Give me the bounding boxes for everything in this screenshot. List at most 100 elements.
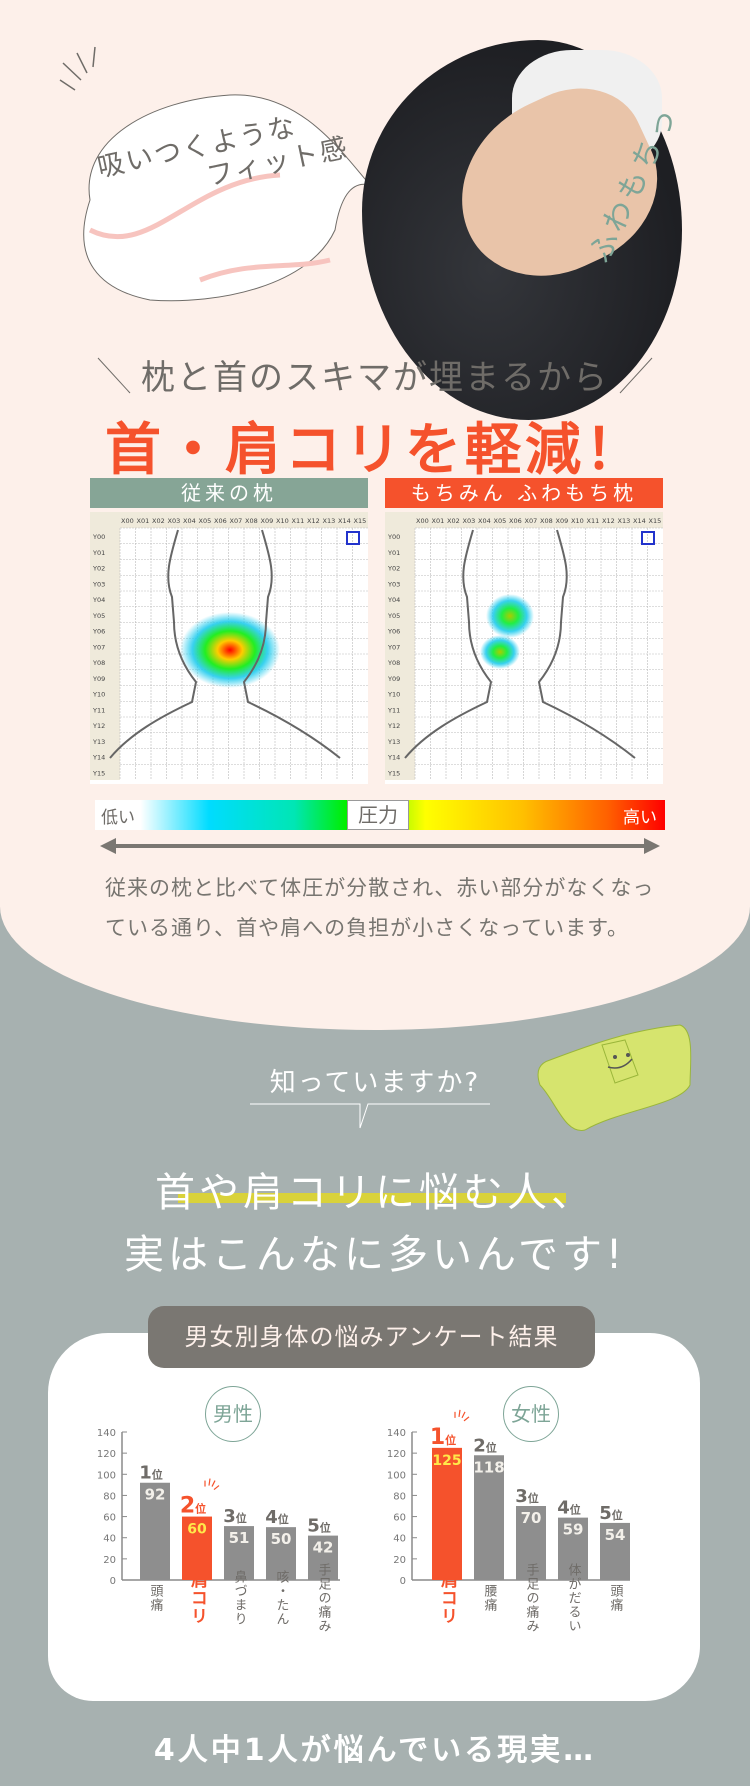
heatmap-x-label: X00 bbox=[121, 517, 134, 525]
head-outline bbox=[404, 529, 636, 759]
heatmap-conventional: X00 X01 X02 X03 X04 X05 X06 X07 X08 X09 X10 X11 X12 X… bbox=[90, 512, 368, 780]
heatmap-x-label: X15 bbox=[354, 517, 367, 525]
heatmap-x-label: X13 bbox=[618, 517, 631, 525]
bar bbox=[182, 1516, 212, 1580]
rank-label: 4位 bbox=[557, 1498, 581, 1519]
bar-value-label: 42 bbox=[313, 1539, 334, 1557]
speech-bubble bbox=[83, 94, 370, 302]
heatmap-y-label: Y11 bbox=[387, 706, 400, 714]
heatmap-x-label: X11 bbox=[587, 517, 600, 525]
heatmap-x-label: X03 bbox=[168, 517, 181, 525]
heatmap-y-label: Y13 bbox=[92, 738, 105, 746]
heatmap-x-label: X10 bbox=[571, 517, 584, 525]
y-tick-label: 0 bbox=[110, 1576, 116, 1587]
heatmap-y-label: Y08 bbox=[92, 659, 105, 667]
sparkle-lines-icon bbox=[59, 46, 96, 91]
y-tick-label: 40 bbox=[393, 1534, 406, 1545]
category-label: 手足の痛み bbox=[524, 1563, 540, 1633]
heatmap-mochimin: X00 X01 X02 X03 X04 X05 X06 X07 X08 X09 X10 X11 X12 X… bbox=[385, 512, 663, 780]
heatmap-x-label: X09 bbox=[556, 517, 569, 525]
heatmap-y-label: Y10 bbox=[92, 691, 105, 699]
heatmap-y-label: Y12 bbox=[387, 722, 400, 730]
sparkle-icon bbox=[454, 1409, 470, 1422]
heatmap-y-label: Y00 bbox=[387, 533, 400, 541]
y-tick-label: 120 bbox=[387, 1449, 406, 1460]
y-tick-label: 0 bbox=[400, 1576, 406, 1587]
pressure-legend: 低い 圧力 高い bbox=[95, 800, 665, 830]
bar-value-label: 125 bbox=[432, 1453, 461, 1469]
heatmap-x-label: X12 bbox=[602, 517, 615, 525]
rank-label: 1位 bbox=[139, 1463, 163, 1484]
heatmap-y-label: Y14 bbox=[92, 754, 105, 762]
heatmap-x-label: X07 bbox=[230, 517, 243, 525]
headline: 首・肩コリを軽減！ bbox=[105, 418, 645, 483]
heatmap-x-label: X13 bbox=[323, 517, 336, 525]
heatmap-x-label: X11 bbox=[292, 517, 305, 525]
heatmap-y-label: Y06 bbox=[92, 628, 105, 636]
heatmap-title: 従来の枕 bbox=[90, 478, 368, 508]
heatmap-x-label: X14 bbox=[338, 517, 351, 525]
bar-value-label: 60 bbox=[187, 1522, 207, 1538]
heatmap-x-label: X08 bbox=[540, 517, 553, 525]
heatmap-y-label: Y08 bbox=[387, 659, 400, 667]
heatmap-y-label: Y14 bbox=[387, 754, 400, 762]
heatmap-y-label: Y05 bbox=[92, 612, 105, 620]
category-label: 鼻づまり bbox=[232, 1569, 248, 1626]
y-tick-label: 120 bbox=[97, 1449, 116, 1460]
heatmap-y-label: Y03 bbox=[92, 580, 105, 588]
category-label: 腰痛 bbox=[482, 1584, 498, 1612]
heatmap-x-label: X08 bbox=[245, 517, 258, 525]
double-arrow-icon bbox=[100, 838, 660, 854]
bar bbox=[600, 1522, 630, 1580]
pillow-mascot-icon bbox=[537, 1024, 692, 1131]
heatmap-panel-conventional: 従来の枕 X00 X01 X02 X03 X04 X05 X06 X07 X08 X09 X10 X1… bbox=[90, 478, 368, 784]
bar bbox=[266, 1527, 296, 1580]
bar-value-label: 118 bbox=[473, 1458, 504, 1476]
bar bbox=[140, 1482, 170, 1580]
heatmap-x-label: X00 bbox=[416, 517, 429, 525]
bar bbox=[474, 1455, 504, 1580]
bar bbox=[516, 1506, 546, 1580]
heatmap-y-label: Y13 bbox=[387, 738, 400, 746]
bar-value-label: 59 bbox=[563, 1521, 584, 1539]
y-tick-label: 100 bbox=[387, 1470, 406, 1481]
pressure-hotspot bbox=[480, 635, 520, 669]
heatmap-y-label: Y04 bbox=[92, 596, 105, 604]
heatmap-x-label: X12 bbox=[307, 517, 320, 525]
y-tick-label: 60 bbox=[393, 1513, 406, 1524]
rank-label: 5位 bbox=[307, 1516, 331, 1537]
heatmap-y-label: Y07 bbox=[92, 643, 105, 651]
heatmap-x-label: X05 bbox=[199, 517, 212, 525]
heatmap-panel-mochimin: もちみん ふわもち枕 X00 X01 X02 X03 X04 X05 X06 X07 X08 X0… bbox=[385, 478, 663, 784]
pressure-hotspot bbox=[486, 594, 534, 638]
bar bbox=[308, 1535, 338, 1580]
heatmap-x-label: X04 bbox=[478, 517, 491, 525]
y-tick-label: 20 bbox=[393, 1555, 406, 1566]
heatmap-y-label: Y06 bbox=[387, 628, 400, 636]
y-tick-label: 20 bbox=[103, 1555, 116, 1566]
legend-high: 高い bbox=[623, 808, 657, 828]
y-tick-label: 140 bbox=[387, 1428, 406, 1439]
heatmap-y-label: Y15 bbox=[387, 769, 400, 777]
y-tick-label: 40 bbox=[103, 1534, 116, 1545]
heatmap-x-label: X01 bbox=[432, 517, 445, 525]
heatmap-x-label: X07 bbox=[525, 517, 538, 525]
bar bbox=[432, 1447, 462, 1580]
bar-value-label: 92 bbox=[145, 1486, 166, 1504]
head-outline bbox=[109, 529, 341, 759]
rank-label: 3位 bbox=[223, 1506, 247, 1527]
heatmap-x-label: X06 bbox=[214, 517, 227, 525]
heatmap-y-label: Y01 bbox=[387, 549, 400, 557]
heatmap-x-label: X10 bbox=[276, 517, 289, 525]
sparkle-icon bbox=[204, 1478, 220, 1491]
heatmap-y-label: Y09 bbox=[387, 675, 400, 683]
heatmap-y-label: Y15 bbox=[92, 769, 105, 777]
category-label: 頭痛 bbox=[148, 1584, 164, 1612]
bar-value-label: 70 bbox=[521, 1509, 542, 1527]
heatmap-x-label: X05 bbox=[494, 517, 507, 525]
category-label: 頭痛 bbox=[608, 1584, 624, 1612]
category-label: 手足の痛み bbox=[316, 1563, 332, 1633]
highlight-underline bbox=[178, 1193, 566, 1203]
rank-label: 2位 bbox=[180, 1494, 206, 1519]
conclusion-text: 4人中1人が悩んでいる現実… bbox=[153, 1733, 597, 1768]
